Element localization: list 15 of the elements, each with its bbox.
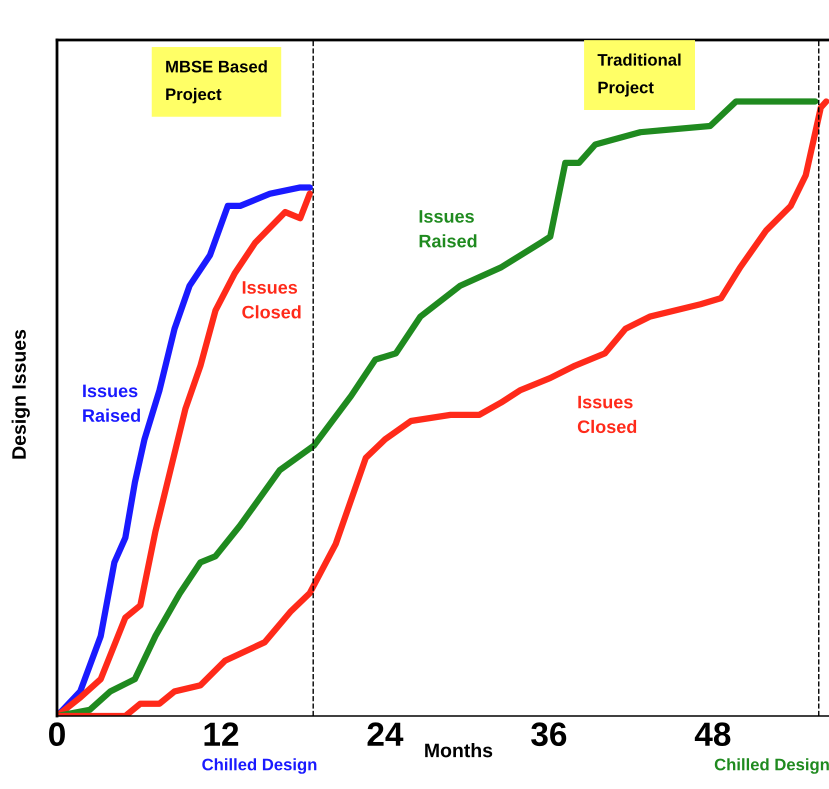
- x-tick-label: 12: [204, 722, 238, 746]
- ref-line-label: Chilled Design: [714, 758, 829, 774]
- series-label: Issues Raised: [420, 210, 476, 248]
- x-tick-label: 36: [531, 722, 566, 746]
- annotation: MBSE Based Project: [166, 60, 267, 104]
- ref-line-label: Chilled Design: [202, 758, 316, 774]
- x-axis-title: Months: [425, 743, 492, 758]
- text: Traditional Project: [598, 54, 680, 97]
- series-label: Issues Closed: [578, 396, 636, 434]
- x-tick-label: 0: [49, 722, 65, 746]
- x-tick-label: 24: [368, 722, 404, 746]
- y-axis-title: Design Issues: [12, 330, 30, 459]
- x-tick-label: 48: [694, 722, 730, 746]
- series-label: Issues Closed: [242, 281, 301, 318]
- series-label: Issues Raised: [83, 384, 140, 422]
